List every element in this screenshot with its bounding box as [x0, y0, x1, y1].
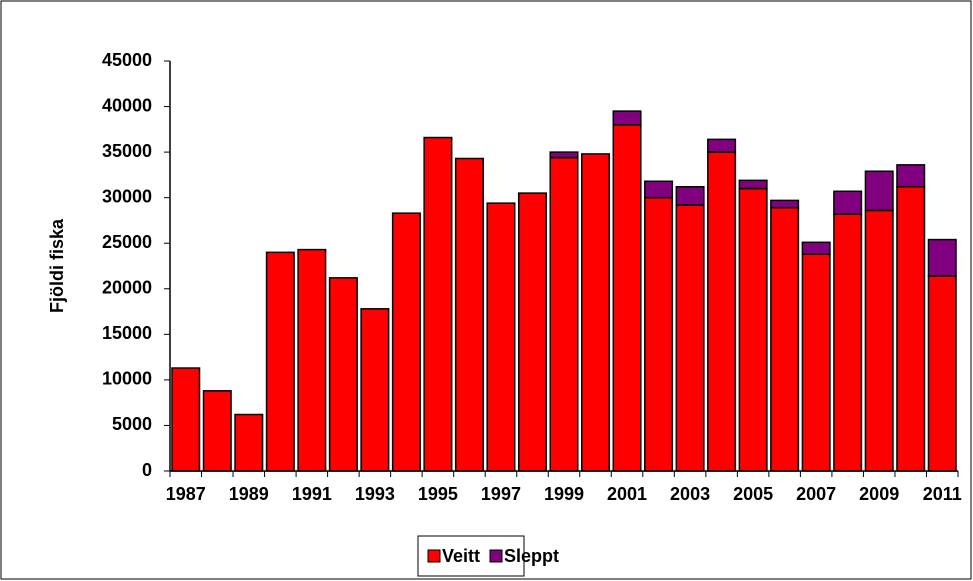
bar-segment — [833, 213, 863, 472]
x-tick-label: 1999 — [544, 484, 584, 504]
x-tick-label: 1997 — [481, 484, 521, 504]
bar-segment — [707, 138, 737, 153]
bar-segment — [675, 204, 705, 472]
y-tick-label: 0 — [142, 460, 152, 480]
bar-segment — [454, 157, 484, 472]
bar-segment — [297, 248, 327, 472]
y-tick-label: 35000 — [102, 141, 152, 161]
y-tick-label: 45000 — [102, 50, 152, 70]
bar-segment — [801, 253, 831, 472]
bar-segment — [517, 192, 547, 472]
bar-segment — [801, 241, 831, 255]
bar-segment — [896, 164, 926, 188]
x-tick-label: 1993 — [355, 484, 395, 504]
bar-segment — [612, 110, 642, 126]
y-tick-label: 20000 — [102, 278, 152, 298]
bar-segment — [927, 238, 957, 277]
x-tick-label: 2003 — [670, 484, 710, 504]
x-tick-label: 1989 — [229, 484, 269, 504]
legend-swatch — [489, 549, 503, 563]
bar-segment — [738, 187, 768, 472]
bar-segment — [391, 212, 421, 472]
legend-label: Sleppt — [504, 546, 559, 566]
bar-segment — [833, 190, 863, 215]
x-tick-label: 2005 — [733, 484, 773, 504]
bar-segment — [644, 180, 674, 199]
bar-segment — [675, 185, 705, 206]
y-tick-label: 30000 — [102, 186, 152, 206]
bar-segment — [644, 196, 674, 472]
bar-segment — [265, 251, 295, 472]
bar-segment — [864, 170, 894, 212]
x-tick-label: 2011 — [923, 484, 962, 504]
bar-segment — [423, 136, 453, 472]
bar-segment — [328, 277, 358, 472]
x-tick-label: 2009 — [859, 484, 899, 504]
bar-segment — [927, 275, 957, 472]
bar-segment — [549, 151, 579, 159]
bar-segment — [486, 202, 516, 472]
y-tick-label: 40000 — [102, 95, 152, 115]
bar-segment — [171, 367, 201, 472]
x-tick-label: 2007 — [796, 484, 836, 504]
x-tick-label: 2001 — [607, 484, 647, 504]
bar-segment — [738, 179, 768, 190]
x-tick-label: 1995 — [418, 484, 458, 504]
y-tick-label: 25000 — [102, 232, 152, 252]
bar-segment — [234, 413, 264, 472]
bar-segment — [770, 206, 800, 472]
bar-segment — [864, 209, 894, 472]
bar-segment — [360, 308, 390, 472]
y-axis-label: Fjöldi fiska — [47, 218, 67, 313]
y-tick-label: 5000 — [112, 414, 152, 434]
legend-swatch — [427, 549, 441, 563]
x-tick-label: 1991 — [292, 484, 332, 504]
bar-segment — [549, 156, 579, 472]
legend-label: Veitt — [442, 546, 480, 566]
bar-segment — [612, 124, 642, 472]
bar-segment — [770, 199, 800, 209]
bar-segment — [581, 153, 611, 472]
x-tick-label: 1987 — [166, 484, 206, 504]
bar-segment — [202, 390, 232, 472]
y-tick-label: 10000 — [102, 369, 152, 389]
y-tick-label: 15000 — [102, 323, 152, 343]
bar-segment — [896, 185, 926, 472]
bar-segment — [707, 151, 737, 472]
